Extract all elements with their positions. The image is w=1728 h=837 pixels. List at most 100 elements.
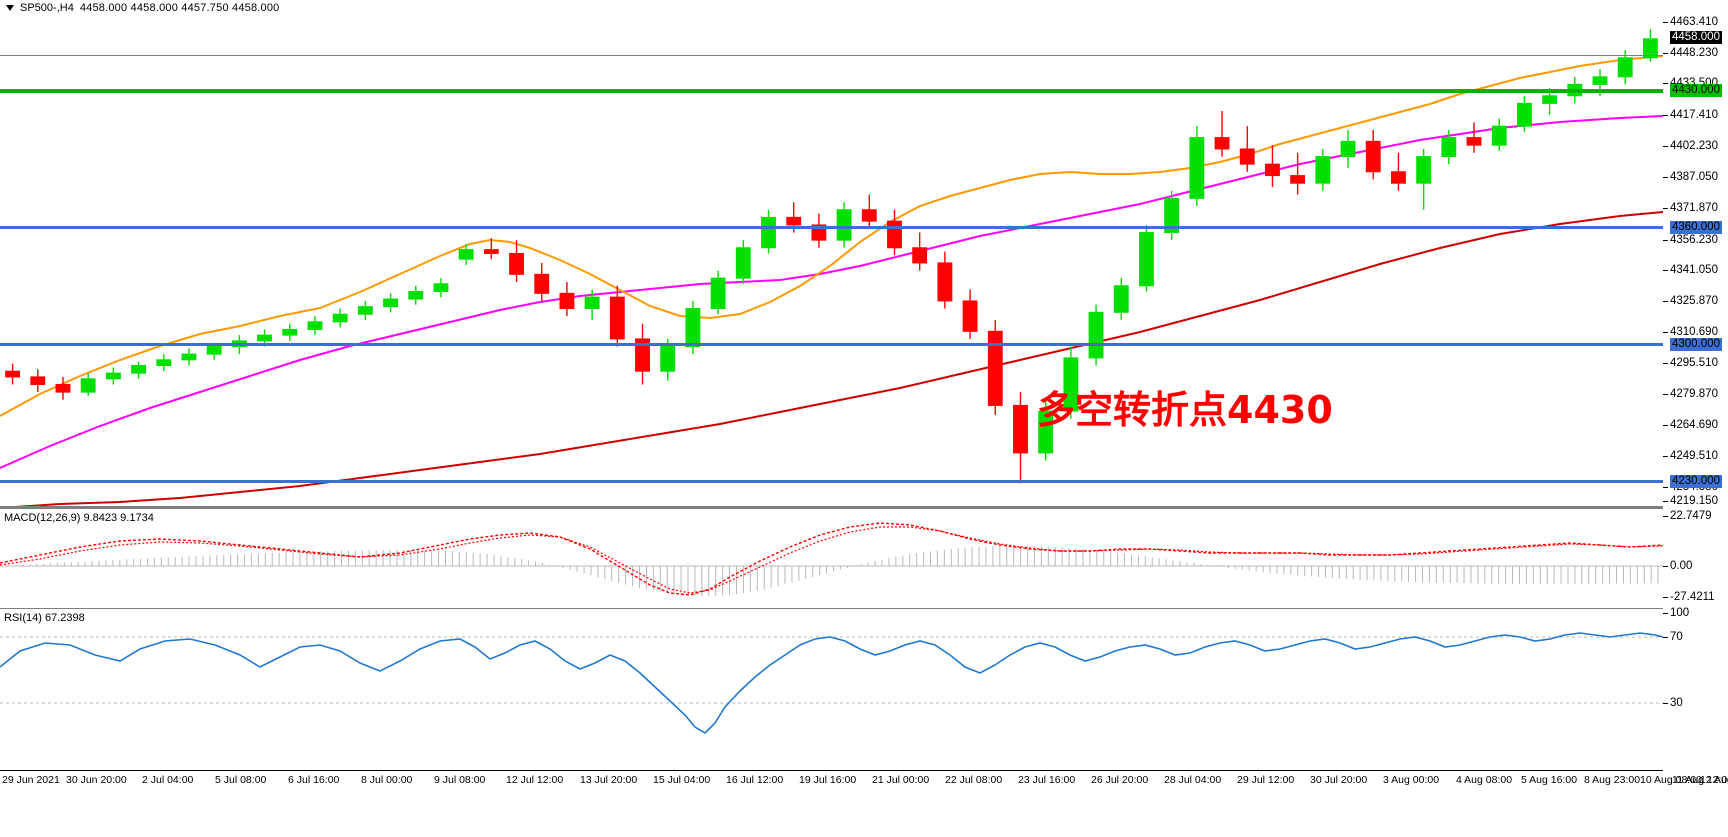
level-line-4230[interactable] bbox=[0, 480, 1663, 483]
time-axis-label: 15 Jul 04:00 bbox=[653, 774, 711, 786]
price-tick-label: 4417.410 bbox=[1670, 109, 1718, 121]
time-axis-label: 28 Jul 04:00 bbox=[1164, 774, 1222, 786]
candle-body bbox=[559, 292, 575, 310]
candle-body bbox=[1214, 137, 1230, 150]
time-axis-label: 12 Jul 12:00 bbox=[506, 774, 564, 786]
time-axis-label: 5 Aug 16:00 bbox=[1521, 774, 1578, 786]
rsi-line bbox=[0, 632, 1663, 735]
time-axis[interactable]: 29 Jun 2021 30 Jun 20:00 2 Jul 04:00 5 Jul … bbox=[0, 771, 1728, 791]
macd-caption-label: MACD(12,26,9) 9.8423 9.1734 bbox=[4, 512, 154, 524]
price-tick bbox=[1663, 456, 1668, 457]
indicator-tick bbox=[1663, 613, 1668, 614]
candle-body bbox=[105, 372, 121, 380]
candle-body bbox=[131, 365, 147, 374]
level-line-4300[interactable] bbox=[0, 343, 1663, 346]
candle-body bbox=[357, 306, 373, 315]
price-tick-label: 4279.870 bbox=[1670, 388, 1718, 400]
candle-body bbox=[1592, 76, 1608, 85]
candle-body bbox=[1391, 171, 1406, 184]
candle-body bbox=[1340, 140, 1356, 158]
candle-body bbox=[660, 346, 676, 372]
rsi-tick-label: 30 bbox=[1670, 697, 1683, 709]
price-tick bbox=[1663, 22, 1668, 23]
indicator-tick bbox=[1663, 566, 1668, 567]
candle-body bbox=[635, 338, 650, 372]
rsi-panel[interactable] bbox=[0, 611, 1663, 771]
price-tick bbox=[1663, 240, 1668, 241]
candle-body bbox=[685, 308, 701, 348]
macd-panel[interactable] bbox=[0, 511, 1663, 608]
price-tick bbox=[1663, 146, 1668, 147]
candle-body bbox=[710, 277, 726, 310]
price-tick bbox=[1663, 425, 1668, 426]
candle-body bbox=[1063, 357, 1079, 412]
candle-body bbox=[912, 247, 928, 264]
level-line-4360[interactable] bbox=[0, 226, 1663, 229]
price-tick-label: 4371.870 bbox=[1670, 202, 1718, 214]
ma-fast-line bbox=[0, 55, 1663, 417]
candle-body bbox=[483, 249, 499, 254]
candle-body bbox=[1315, 156, 1331, 184]
rsi-caption-label: RSI(14) 67.2398 bbox=[4, 612, 85, 624]
time-axis-divider bbox=[0, 770, 1728, 771]
price-tick bbox=[1663, 53, 1668, 54]
rsi-tick-label: 70 bbox=[1670, 631, 1683, 643]
candle-body bbox=[1038, 410, 1054, 454]
price-level-label-4230[interactable]: 4230.000 bbox=[1670, 475, 1722, 488]
candle-body bbox=[962, 300, 978, 332]
candle-body bbox=[786, 216, 802, 226]
price-tick-label: 4325.870 bbox=[1670, 295, 1718, 307]
ma-slow-line bbox=[0, 211, 1663, 508]
price-tick bbox=[1663, 394, 1668, 395]
candle-body bbox=[55, 384, 71, 393]
time-axis-label: 19 Jul 16:00 bbox=[799, 774, 857, 786]
candle-body bbox=[1139, 232, 1154, 287]
time-axis-label: 5 Jul 08:00 bbox=[215, 774, 267, 786]
candle-body bbox=[1013, 404, 1028, 454]
price-level-label-4300[interactable]: 4300.000 bbox=[1670, 338, 1722, 351]
price-level-label-4458[interactable]: 4458.000 bbox=[1670, 31, 1722, 44]
price-tick-label: 4463.410 bbox=[1670, 16, 1718, 28]
price-tick-label: 4249.510 bbox=[1670, 450, 1718, 462]
candle-body bbox=[861, 209, 877, 222]
triangle-down-icon[interactable] bbox=[6, 5, 14, 11]
indicator-tick bbox=[1663, 597, 1668, 598]
candle-body bbox=[1466, 137, 1482, 146]
time-axis-label: 8 Jul 00:00 bbox=[361, 774, 413, 786]
time-axis-label: 4 Aug 08:00 bbox=[1456, 774, 1513, 786]
candle-body bbox=[1239, 148, 1255, 165]
price-tick-label: 4387.050 bbox=[1670, 171, 1718, 183]
candle-body bbox=[307, 321, 323, 330]
price-level-label-4430[interactable]: 4430.000 bbox=[1670, 84, 1722, 97]
candle-body bbox=[5, 370, 21, 378]
price-tick-label: 4341.050 bbox=[1670, 264, 1718, 276]
time-axis-label: 12 Aug 20:00 bbox=[1700, 774, 1728, 786]
price-tick-label: 4448.230 bbox=[1670, 47, 1718, 59]
candle-body bbox=[1491, 125, 1507, 146]
candle-body bbox=[584, 296, 600, 310]
time-axis-label: 13 Jul 20:00 bbox=[580, 774, 638, 786]
price-scale[interactable]: 4463.410 4448.230 4433.500 4417.410 4402.230… bbox=[1663, 0, 1728, 771]
price-tick-label: 4264.690 bbox=[1670, 419, 1718, 431]
time-axis-label: 30 Jun 20:00 bbox=[66, 774, 127, 786]
candle-body bbox=[30, 376, 46, 386]
time-axis-label: 3 Aug 00:00 bbox=[1383, 774, 1440, 786]
candle-body bbox=[1164, 197, 1180, 234]
candle-body bbox=[458, 249, 474, 260]
price-chart-panel[interactable] bbox=[0, 16, 1663, 508]
time-axis-label: 16 Jul 12:00 bbox=[726, 774, 784, 786]
price-level-label-4360[interactable]: 4360.000 bbox=[1670, 221, 1722, 234]
macd-signal-line bbox=[0, 526, 1663, 594]
time-axis-label: 10 Aug 08:00 bbox=[1640, 774, 1702, 786]
level-line-4430[interactable] bbox=[0, 89, 1663, 93]
price-tick bbox=[1663, 177, 1668, 178]
candle-body bbox=[1189, 137, 1205, 199]
candle-body bbox=[156, 359, 172, 367]
candle-body bbox=[1265, 163, 1280, 177]
candle-body bbox=[1088, 311, 1104, 359]
chart-titlebar: SP500-,H4 4458.000 4458.000 4457.750 445… bbox=[0, 0, 1728, 16]
ohlc-values: 4458.000 4458.000 4457.750 4458.000 bbox=[79, 2, 280, 14]
candle-body bbox=[1516, 102, 1532, 127]
macd-tick-label: 22.7479 bbox=[1670, 510, 1712, 522]
